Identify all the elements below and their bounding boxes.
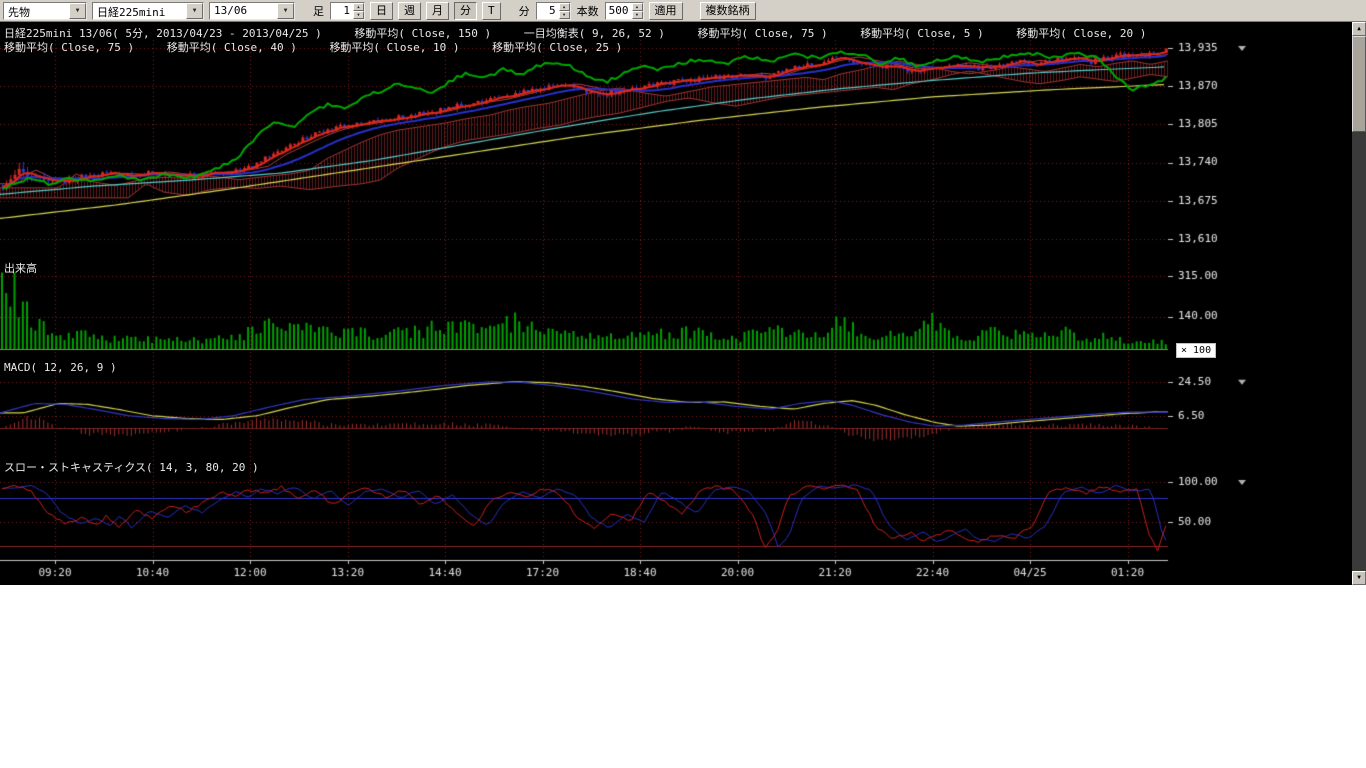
chevron-down-icon[interactable]: ▼: [69, 3, 86, 19]
chart-canvas[interactable]: [0, 22, 1352, 585]
contract-month-select[interactable]: 13/06 ▼: [209, 2, 295, 20]
toolbar: 先物 ▼ 日経225mini ▼ 13/06 ▼ 足 1 ▲ ▼ 日 週 月 分…: [0, 0, 1366, 22]
chart-region: 日経225mini 13/06( 5分, 2013/04/23 - 2013/0…: [0, 22, 1366, 585]
symbol-select[interactable]: 日経225mini ▼: [92, 2, 204, 20]
minutes-stepper[interactable]: 5 ▲ ▼: [536, 2, 571, 20]
unit-month-button[interactable]: 月: [426, 2, 449, 20]
contract-month-value: 13/06: [210, 3, 277, 19]
spin-down-icon[interactable]: ▼: [353, 11, 364, 19]
spin-down-icon[interactable]: ▼: [632, 11, 643, 19]
interval-stepper[interactable]: 1 ▲ ▼: [330, 2, 365, 20]
interval-value: 1: [331, 3, 353, 19]
unit-tick-button[interactable]: T: [482, 2, 501, 20]
symbol-value: 日経225mini: [93, 3, 186, 19]
scroll-down-icon[interactable]: ▼: [1352, 571, 1366, 585]
chevron-down-icon[interactable]: ▼: [186, 3, 203, 19]
unit-day-button[interactable]: 日: [370, 2, 393, 20]
chart-application: 先物 ▼ 日経225mini ▼ 13/06 ▼ 足 1 ▲ ▼ 日 週 月 分…: [0, 0, 1366, 768]
bar-count-stepper[interactable]: 500 ▲ ▼: [605, 2, 644, 20]
unit-week-button[interactable]: 週: [398, 2, 421, 20]
instrument-type-select[interactable]: 先物 ▼: [3, 2, 87, 20]
scrollbar-thumb[interactable]: [1352, 36, 1366, 132]
spin-up-icon[interactable]: ▲: [559, 3, 570, 11]
bar-type-label: 足: [312, 3, 325, 19]
chevron-down-icon[interactable]: ▼: [277, 3, 294, 19]
unit-minute-button[interactable]: 分: [454, 2, 477, 20]
volume-multiplier-badge: × 100: [1176, 343, 1216, 358]
spin-up-icon[interactable]: ▲: [632, 3, 643, 11]
scroll-up-icon[interactable]: ▲: [1352, 22, 1366, 36]
instrument-type-value: 先物: [4, 3, 69, 19]
vertical-scrollbar[interactable]: ▲ ▼: [1352, 22, 1366, 585]
apply-button[interactable]: 適用: [649, 2, 683, 20]
multi-symbol-button[interactable]: 複数銘柄: [700, 2, 756, 20]
bar-count-value: 500: [606, 3, 632, 19]
minutes-value: 5: [537, 3, 559, 19]
spin-up-icon[interactable]: ▲: [353, 3, 364, 11]
spin-down-icon[interactable]: ▼: [559, 11, 570, 19]
minute-unit-label: 分: [518, 3, 531, 19]
bar-count-label: 本数: [576, 3, 600, 19]
